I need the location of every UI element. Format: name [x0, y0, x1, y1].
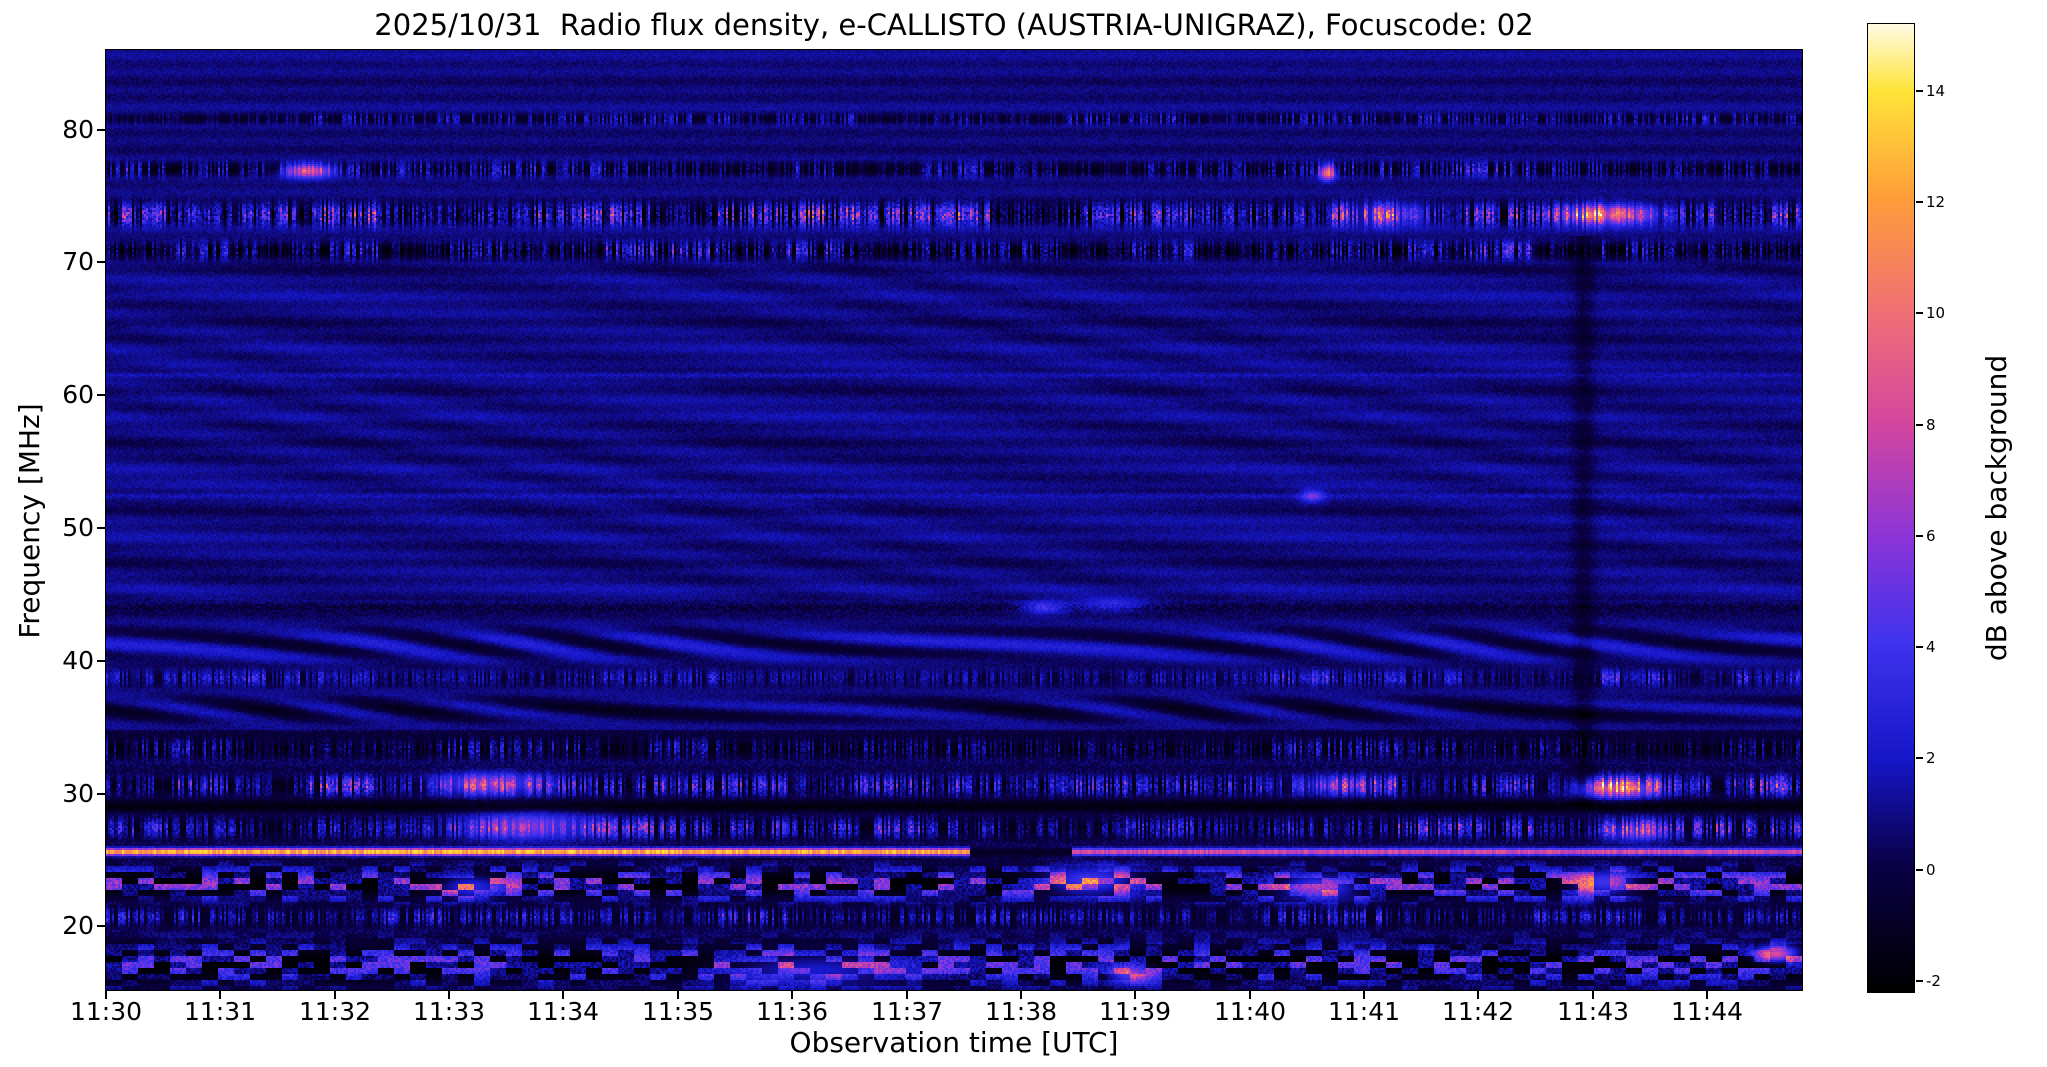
tick-mark [97, 261, 105, 263]
tick-mark [1249, 991, 1251, 999]
colorbar-tick-label: 0 [1926, 861, 1936, 879]
colorbar-tick-label: 4 [1926, 638, 1936, 656]
tick-mark [1916, 312, 1923, 314]
tick-mark [1592, 991, 1594, 999]
tick-mark [1477, 991, 1479, 999]
tick-mark [448, 991, 450, 999]
tick-mark [97, 527, 105, 529]
colorbar-tick-label: 12 [1926, 193, 1946, 211]
colorbar-tick-label: 8 [1926, 416, 1936, 434]
colorbar-tick-label: 2 [1926, 749, 1936, 767]
x-tick-label: 11:37 [870, 997, 944, 1026]
x-tick-label: 11:39 [1098, 997, 1172, 1026]
x-tick-label: 11:42 [1441, 997, 1515, 1026]
tick-mark [1916, 201, 1923, 203]
tick-mark [1134, 991, 1136, 999]
tick-mark [906, 991, 908, 999]
tick-mark [97, 793, 105, 795]
x-tick-label: 11:33 [412, 997, 486, 1026]
x-tick-label: 11:40 [1213, 997, 1287, 1026]
tick-mark [1916, 869, 1923, 871]
x-tick-label: 11:30 [69, 997, 143, 1026]
colorbar-label: dB above background [1980, 354, 2013, 662]
tick-mark [1916, 90, 1923, 92]
tick-mark [1916, 535, 1923, 537]
chart-title: 2025/10/31 Radio flux density, e-CALLIST… [374, 8, 1534, 42]
tick-mark [1916, 424, 1923, 426]
colorbar-tick-label: 14 [1926, 82, 1946, 100]
tick-mark [1363, 991, 1365, 999]
spectrogram-heatmap [106, 50, 1802, 990]
x-tick-label: 11:43 [1556, 997, 1630, 1026]
y-tick-label: 20 [62, 911, 94, 940]
y-tick-label: 70 [62, 247, 94, 276]
x-axis-label: Observation time [UTC] [789, 1026, 1119, 1059]
x-tick-label: 11:41 [1327, 997, 1401, 1026]
x-tick-label: 11:44 [1670, 997, 1744, 1026]
tick-mark [334, 991, 336, 999]
tick-mark [105, 991, 107, 999]
x-tick-label: 11:35 [641, 997, 715, 1026]
tick-mark [1706, 991, 1708, 999]
tick-mark [1020, 991, 1022, 999]
tick-mark [97, 129, 105, 131]
colorbar-tick-label: 6 [1926, 527, 1936, 545]
x-tick-label: 11:36 [755, 997, 829, 1026]
tick-mark [97, 394, 105, 396]
colorbar-tick-label: -2 [1926, 972, 1941, 990]
x-tick-label: 11:31 [183, 997, 257, 1026]
tick-mark [677, 991, 679, 999]
tick-mark [1916, 757, 1923, 759]
tick-mark [562, 991, 564, 999]
tick-mark [219, 991, 221, 999]
x-tick-label: 11:34 [526, 997, 600, 1026]
y-tick-label: 50 [62, 513, 94, 542]
colorbar-tick-label: 10 [1926, 304, 1946, 322]
tick-mark [97, 925, 105, 927]
x-tick-label: 11:38 [984, 997, 1058, 1026]
colorbar-gradient [1868, 24, 1914, 992]
tick-mark [791, 991, 793, 999]
y-tick-label: 80 [62, 115, 94, 144]
tick-mark [1916, 980, 1923, 982]
y-tick-label: 60 [62, 380, 94, 409]
tick-mark [1916, 646, 1923, 648]
tick-mark [97, 660, 105, 662]
y-tick-label: 30 [62, 779, 94, 808]
x-tick-label: 11:32 [298, 997, 372, 1026]
y-tick-label: 40 [62, 646, 94, 675]
